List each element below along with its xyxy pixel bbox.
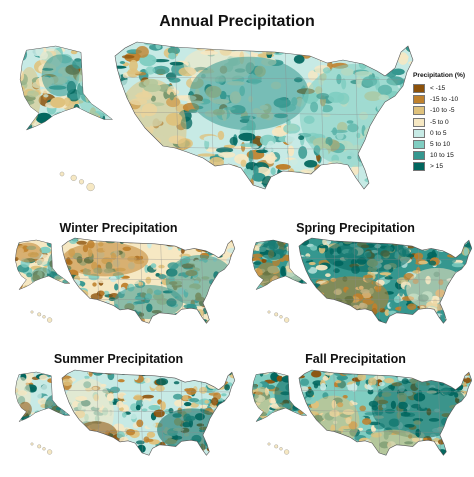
winter-precipitation-title: Winter Precipitation <box>59 221 178 235</box>
summer-precipitation-title: Summer Precipitation <box>53 352 184 366</box>
legend-label: 10 to 15 <box>430 152 454 160</box>
summer-precipitation-map <box>14 369 236 456</box>
legend-label: > 15 <box>430 163 444 171</box>
legend-swatch <box>413 140 425 150</box>
legend-item: 0 to 5 <box>413 128 473 139</box>
legend-item: > 15 <box>413 161 473 172</box>
winter-precipitation-map <box>14 237 236 324</box>
legend-label: 5 to 10 <box>430 141 451 149</box>
legend-label: < -15 <box>430 85 446 93</box>
legend-item: -15 to -10 <box>413 94 473 105</box>
legend-item: 10 to 15 <box>413 150 473 161</box>
legend-label: -5 to 0 <box>430 118 449 126</box>
legend-swatch <box>413 151 425 161</box>
legend-item: 5 to 10 <box>413 139 473 150</box>
annual-precipitation-title: Annual Precipitation <box>159 13 315 30</box>
legend-swatch <box>413 106 425 116</box>
legend-label: -10 to -5 <box>430 107 455 115</box>
legend-swatch <box>413 117 425 127</box>
legend-swatch <box>413 95 425 105</box>
fall-precipitation-title: Fall Precipitation <box>305 352 406 366</box>
legend-swatch <box>413 128 425 138</box>
legend-item: -10 to -5 <box>413 105 473 116</box>
spring-precipitation-map <box>251 237 473 324</box>
legend-swatch <box>413 162 425 172</box>
precipitation-legend: Precipitation (%) < -15 -15 to -10 -10 t… <box>413 72 473 173</box>
spring-precipitation-title: Spring Precipitation <box>296 221 415 235</box>
legend-label: 0 to 5 <box>430 129 447 137</box>
legend-swatch <box>413 84 425 94</box>
legend-item: < -15 <box>413 83 473 94</box>
fall-precipitation-map <box>251 369 473 456</box>
legend-title: Precipitation (%) <box>413 72 466 79</box>
legend-label: -15 to -10 <box>430 96 459 104</box>
legend-item: -5 to 0 <box>413 117 473 128</box>
annual-precipitation-map <box>19 41 414 192</box>
